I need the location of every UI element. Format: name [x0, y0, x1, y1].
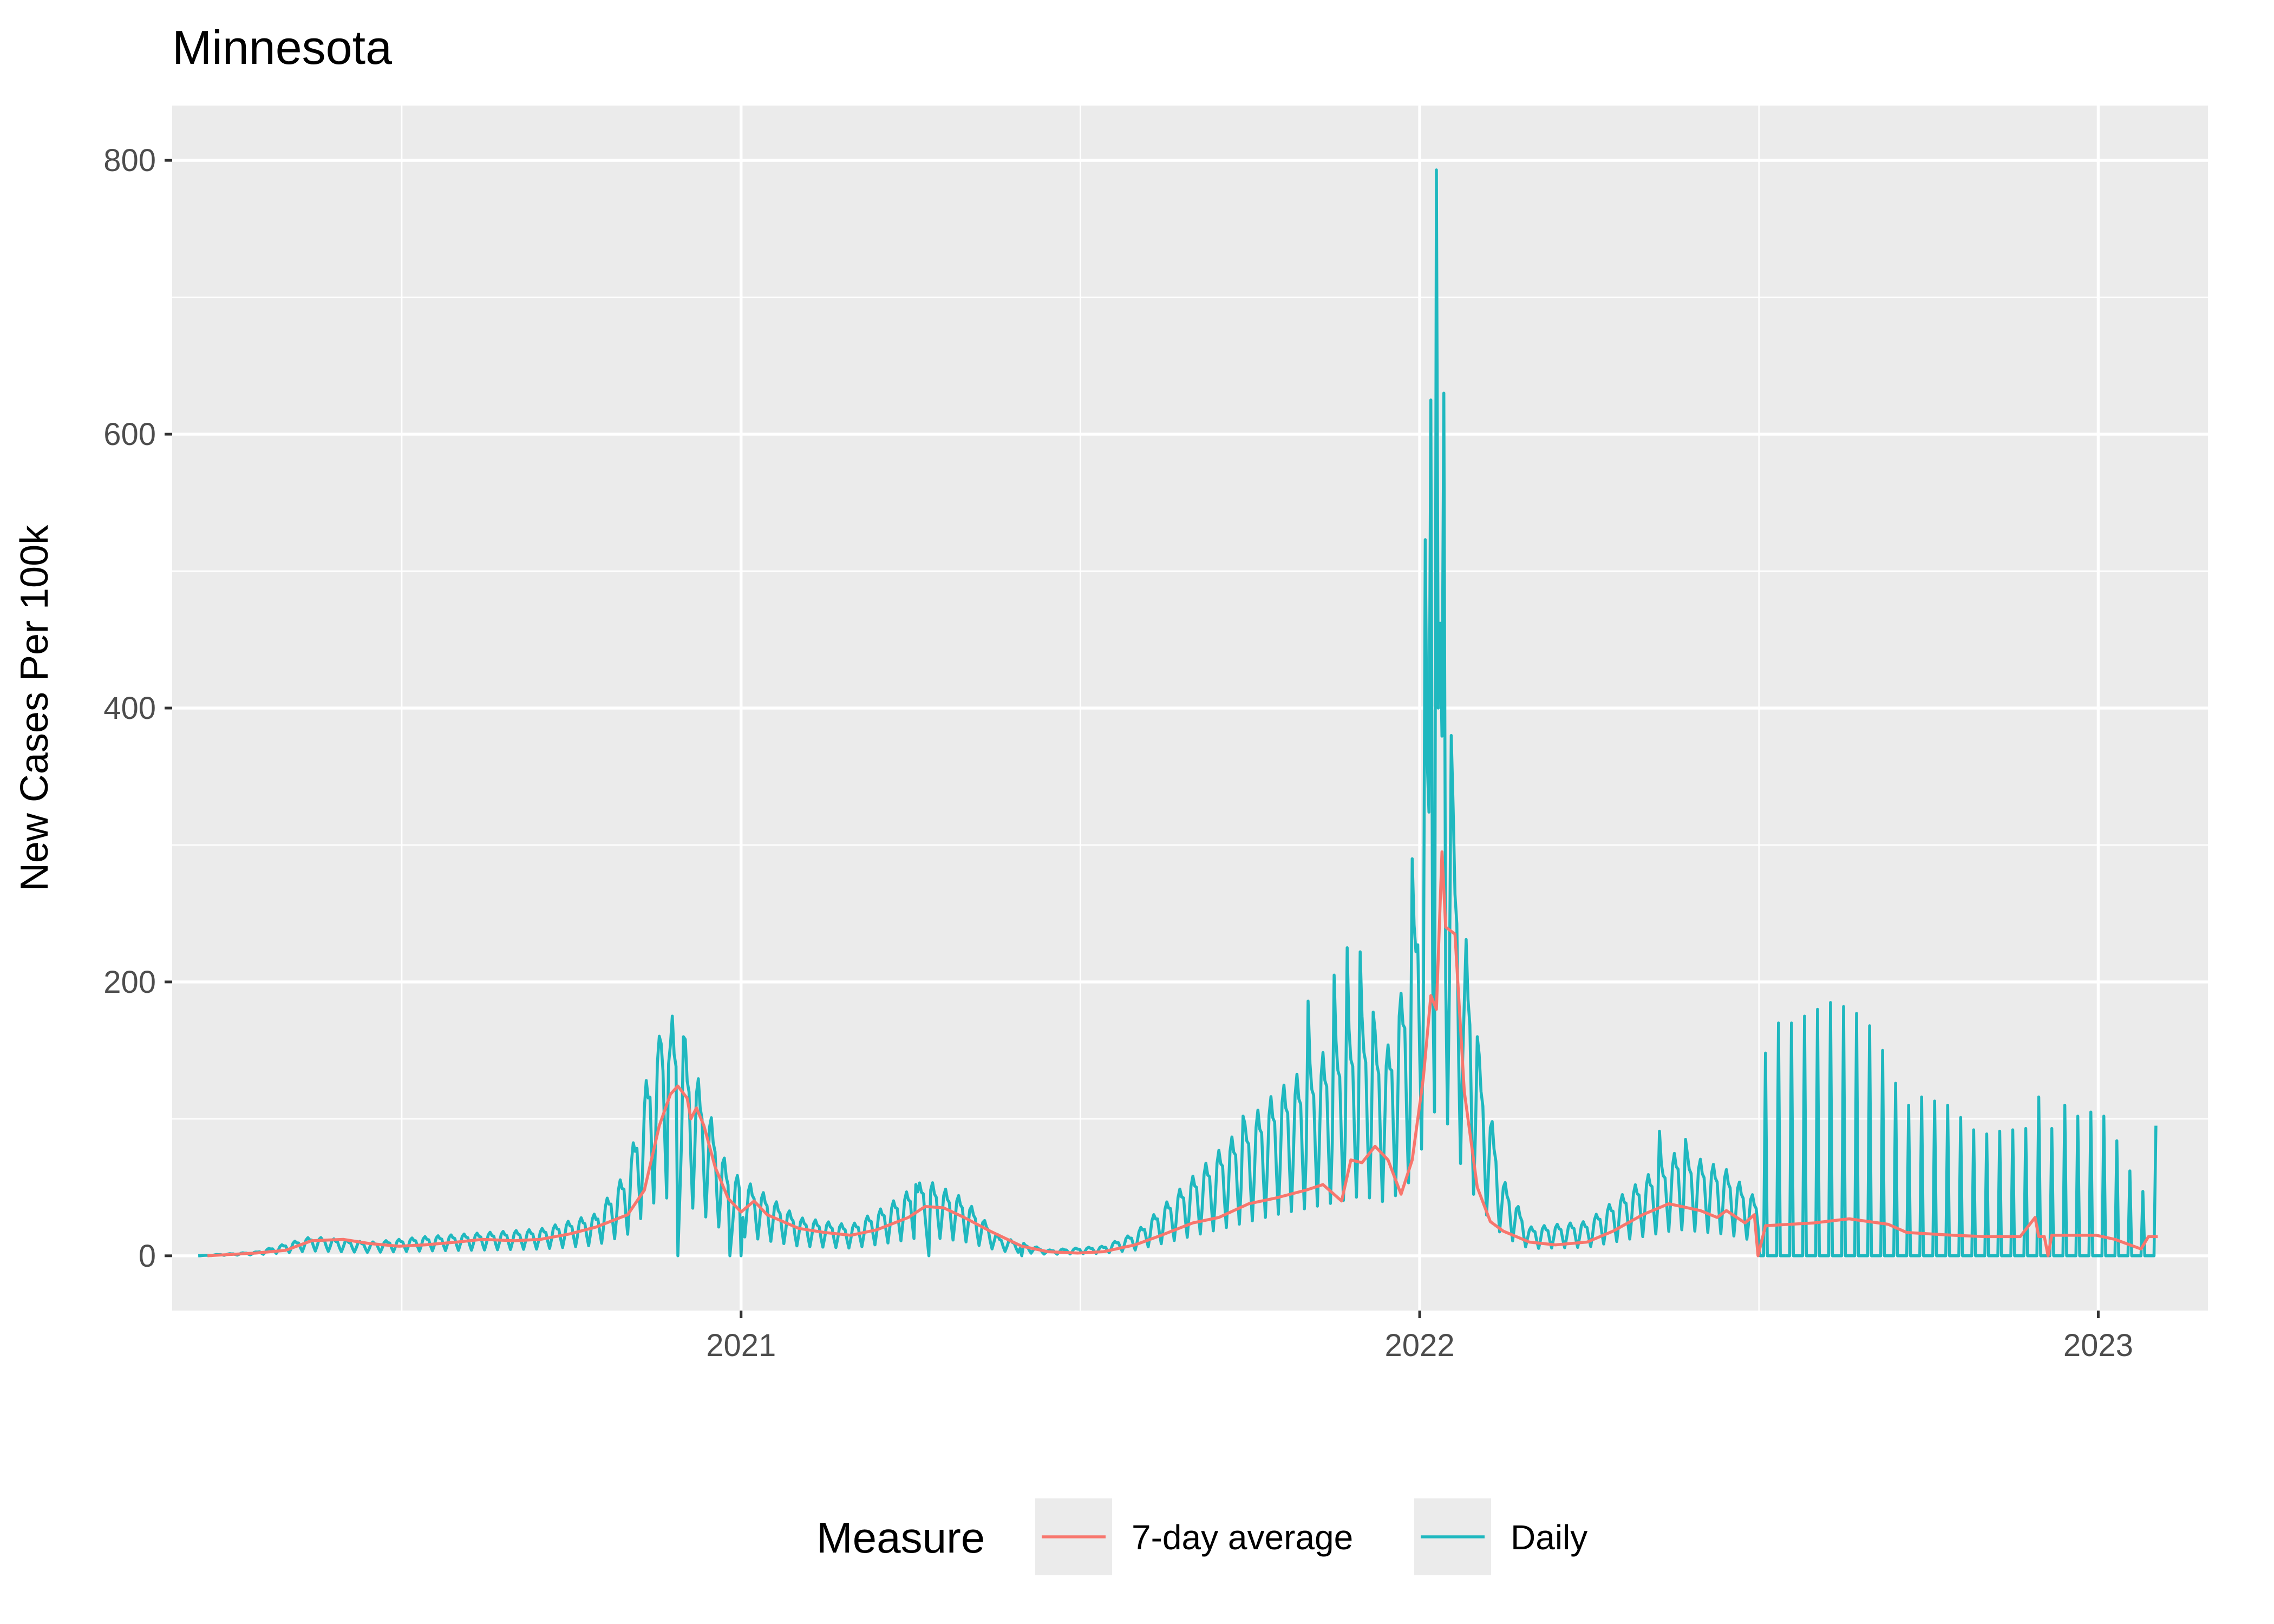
x-tick-label: 2022	[1385, 1328, 1455, 1363]
x-axis: 2021 2022 2023	[706, 1311, 2133, 1363]
y-axis: 0 200 400 600 800	[103, 143, 172, 1274]
series-layer	[198, 168, 2158, 1258]
legend-title: Measure	[816, 1514, 985, 1562]
series-line-daily	[198, 168, 2158, 1258]
y-tick-label: 600	[103, 417, 156, 452]
y-tick-label: 0	[139, 1239, 156, 1274]
chart-title: Minnesota	[172, 21, 392, 74]
legend-label: 7-day average	[1132, 1518, 1353, 1557]
y-tick-label: 200	[103, 965, 156, 1000]
y-tick-label: 800	[103, 143, 156, 178]
y-tick-label: 400	[103, 691, 156, 726]
y-axis-title: New Cases Per 100k	[13, 525, 56, 891]
legend: Measure 7-day average Daily	[816, 1498, 1587, 1575]
series-line-7-day-average	[207, 850, 2158, 1258]
x-tick-label: 2023	[2063, 1328, 2133, 1363]
x-tick-label: 2021	[706, 1328, 776, 1363]
legend-label: Daily	[1511, 1518, 1587, 1557]
grid-major	[172, 106, 2208, 1311]
